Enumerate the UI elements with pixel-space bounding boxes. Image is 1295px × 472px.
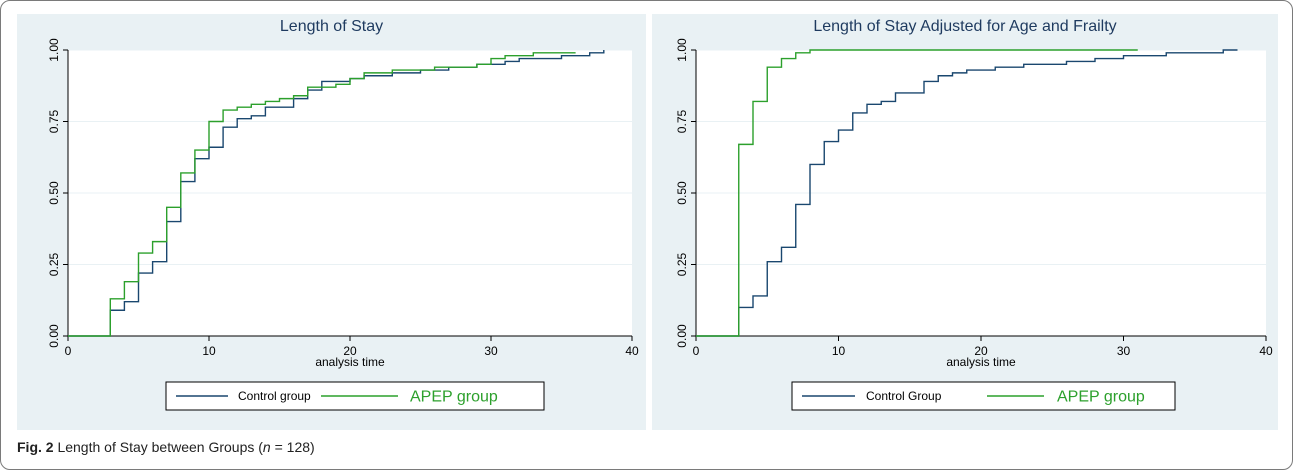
figure-label: Fig. 2 (17, 439, 54, 455)
legend-label: Control Group (866, 389, 942, 403)
series-line (68, 50, 605, 337)
y-tick-label: 0.50 (675, 181, 689, 205)
legend-box (791, 381, 1176, 411)
chart-svg: Length of Stay Adjusted for Age and Frai… (652, 14, 1278, 430)
series-line (696, 49, 1138, 337)
y-tick-label: 0.75 (47, 109, 61, 133)
series-line (68, 52, 576, 337)
caption-text-before: Length of Stay between Groups ( (53, 439, 263, 455)
caption-text-after: = 128) (270, 439, 315, 455)
x-tick-label: 20 (343, 344, 357, 358)
y-tick-label: 1.00 (675, 38, 689, 62)
y-tick-label: 0.00 (47, 324, 61, 348)
chart-title: Length of Stay Adjusted for Age and Frai… (813, 18, 1116, 35)
figure-caption: Fig. 2 Length of Stay between Groups (n … (17, 439, 315, 455)
caption-n-symbol: n (262, 439, 271, 455)
chart-svg: Length of Stay 0.00 0.25 0.50 0.75 1.00 0 10 20 3… (17, 14, 646, 430)
y-tick-label: 0.75 (675, 109, 689, 133)
legend-label: Control group (238, 389, 311, 403)
legend-label: APEP group (410, 388, 498, 405)
x-tick-label: 30 (1117, 344, 1131, 358)
y-tick-label: 0.50 (47, 181, 61, 205)
x-tick-label: 10 (202, 344, 216, 358)
legend-label: APEP group (1057, 388, 1145, 405)
km-panel-adjusted-length-of-stay: Length of Stay Adjusted for Age and Frai… (652, 14, 1278, 430)
x-axis-label: analysis time (946, 355, 1016, 369)
y-tick-label: 0.25 (47, 252, 61, 276)
series-line (696, 49, 1238, 337)
km-panel-length-of-stay: Length of Stay 0.00 0.25 0.50 0.75 1.00 0 10 20 3… (17, 14, 646, 430)
y-tick-label: 0.25 (675, 252, 689, 276)
y-tick-label: 1.00 (47, 38, 61, 62)
chart-title: Length of Stay (280, 18, 383, 35)
y-tick-label: 0.00 (675, 324, 689, 348)
x-tick-label: 40 (1259, 344, 1273, 358)
x-tick-label: 0 (693, 344, 700, 358)
x-tick-label: 40 (625, 344, 639, 358)
x-tick-label: 20 (974, 344, 988, 358)
x-axis-label: analysis time (315, 355, 385, 369)
x-tick-label: 10 (832, 344, 846, 358)
x-tick-label: 30 (484, 344, 498, 358)
x-tick-label: 0 (65, 344, 72, 358)
